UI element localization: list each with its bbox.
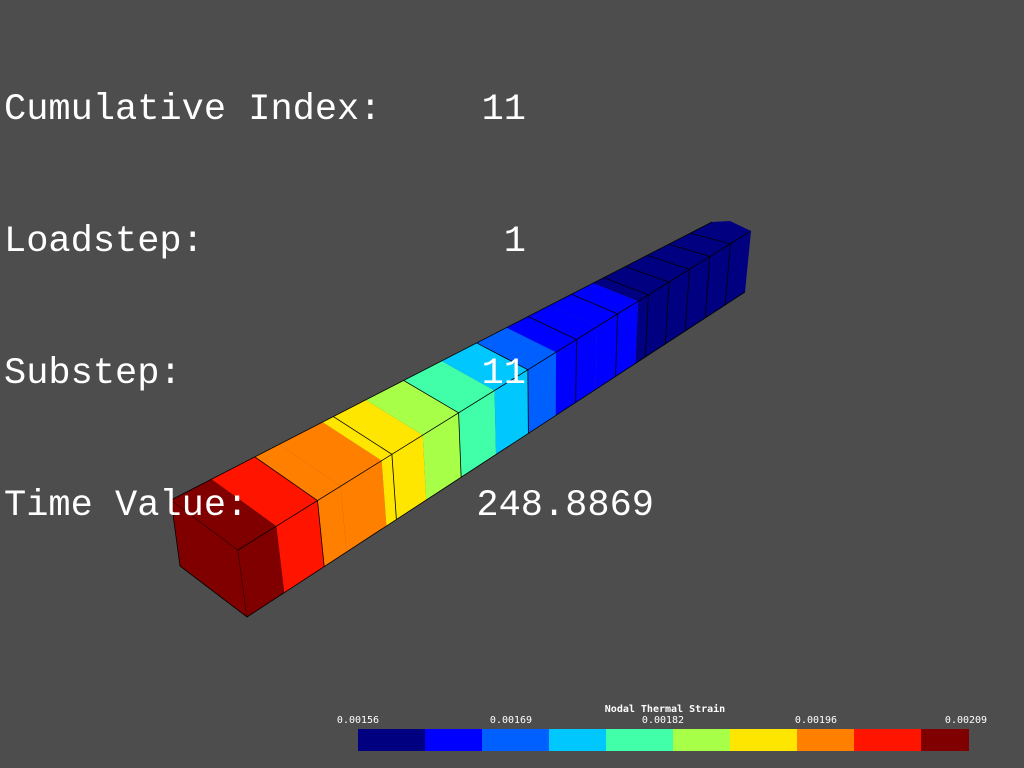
legend-tick-label: 0.00182 (641, 715, 685, 726)
beam-side-band (276, 500, 325, 593)
beam-side-band (527, 352, 557, 434)
beam-top-band (171, 479, 277, 550)
beam-side-band (635, 231, 751, 364)
loadstep-value: 1 (503, 221, 526, 263)
beam-top-band (254, 444, 341, 501)
cumulative-index-row: Cumulative Index: 11 (4, 88, 654, 132)
loadstep-label: Loadstep: (4, 221, 204, 263)
legend-color-segment (549, 729, 606, 751)
beam-side-band (317, 486, 347, 567)
substep-row: Substep: 11 (4, 352, 654, 396)
time-value-row: Time Value: 248.8869 (4, 484, 654, 528)
substep-value: 11 (481, 353, 526, 395)
beam-side-band (422, 412, 462, 500)
legend-color-segment (425, 729, 482, 751)
beam-side-band (494, 369, 529, 455)
legend-color-segment (606, 729, 673, 751)
legend-color-segment (797, 729, 854, 751)
loadstep-row: Loadstep: 1 (4, 220, 654, 264)
cumulative-index-value: 11 (481, 89, 526, 131)
legend-tick-label: 0.00156 (336, 715, 380, 726)
legend-color-segment (854, 729, 921, 751)
legend-tick-label: 0.00196 (794, 715, 838, 726)
beam-top-band (365, 380, 459, 436)
legend-color-segment (482, 729, 549, 751)
legend-tick-label: 0.00209 (944, 715, 988, 726)
beam-top-band (279, 422, 382, 487)
substep-label: Substep: (4, 353, 182, 395)
legend-color-segment (921, 729, 969, 751)
beam-top-band (211, 456, 318, 527)
beam-outline-edge (237, 230, 752, 551)
legend-color-segment (673, 729, 730, 751)
legend-tick-label: 0.00169 (489, 715, 533, 726)
legend-title: Nodal Thermal Strain (604, 704, 726, 715)
beam-outline-edge (246, 291, 746, 618)
beam-side-band (381, 435, 427, 526)
beam-top-band (592, 222, 751, 302)
beam-side-band (238, 526, 285, 617)
beam-far-end (712, 221, 751, 233)
time-value-label: Time Value: (4, 485, 249, 527)
cumulative-index-label: Cumulative Index: (4, 89, 382, 131)
beam-top-band (476, 327, 557, 370)
legend-color-segment (358, 729, 425, 751)
legend-color-segment (730, 729, 797, 751)
beam-top-band (322, 399, 423, 461)
beam-top-band (441, 342, 528, 391)
beam-top-band (403, 361, 495, 413)
beam-side-band (458, 390, 496, 478)
beam-outline-edge (170, 221, 713, 501)
legend-color-bar (358, 729, 969, 751)
result-info-panel: Cumulative Index: 11 Loadstep: 1 Substep: 1… (4, 0, 654, 572)
time-value-value: 248.8869 (476, 485, 654, 527)
beam-side-band (340, 460, 387, 552)
